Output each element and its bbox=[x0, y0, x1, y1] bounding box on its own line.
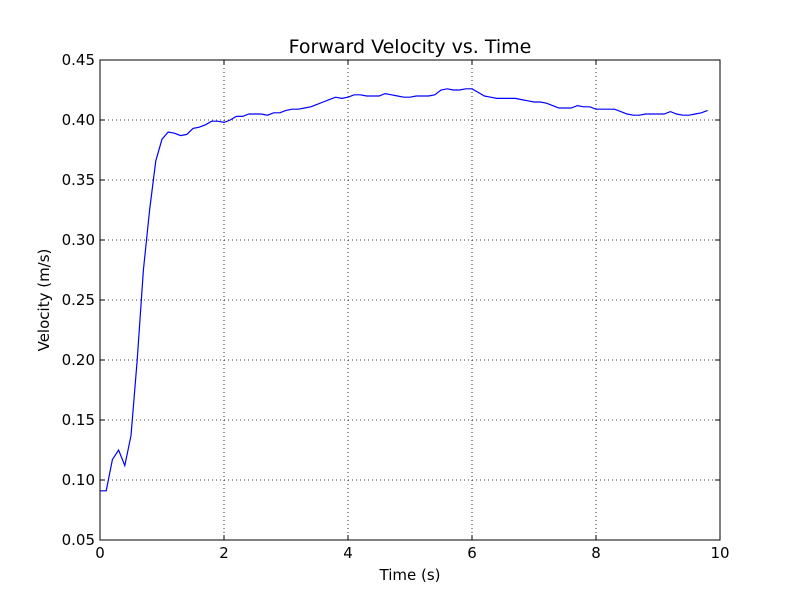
axis-ticks bbox=[99, 59, 721, 541]
plot-series bbox=[100, 88, 708, 492]
y-tick-label: 0.40 bbox=[62, 111, 95, 129]
x-tick-label: 4 bbox=[343, 544, 353, 562]
y-axis-label: Velocity (m/s) bbox=[35, 249, 53, 352]
x-tick-labels: 0 2 4 6 8 10 bbox=[95, 544, 729, 562]
y-tick-labels: 0.05 0.10 0.15 0.20 0.25 0.30 0.35 0.40 0.45 bbox=[62, 51, 95, 549]
y-tick-label: 0.10 bbox=[62, 471, 95, 489]
y-tick-label: 0.05 bbox=[62, 531, 95, 549]
y-tick-label: 0.20 bbox=[62, 351, 95, 369]
x-tick-label: 2 bbox=[219, 544, 229, 562]
y-tick-label: 0.15 bbox=[62, 411, 95, 429]
y-tick-label: 0.25 bbox=[62, 291, 95, 309]
x-tick-label: 10 bbox=[710, 544, 729, 562]
velocity-series-line bbox=[100, 88, 708, 492]
x-axis-label: Time (s) bbox=[379, 566, 441, 584]
y-tick-label: 0.35 bbox=[62, 171, 95, 189]
x-tick-label: 8 bbox=[591, 544, 601, 562]
x-tick-label: 0 bbox=[95, 544, 105, 562]
x-tick-label: 6 bbox=[467, 544, 477, 562]
chart-title: Forward Velocity vs. Time bbox=[289, 36, 532, 58]
grid-lines bbox=[100, 60, 720, 540]
y-tick-label: 0.30 bbox=[62, 231, 95, 249]
y-tick-label: 0.45 bbox=[62, 51, 95, 69]
